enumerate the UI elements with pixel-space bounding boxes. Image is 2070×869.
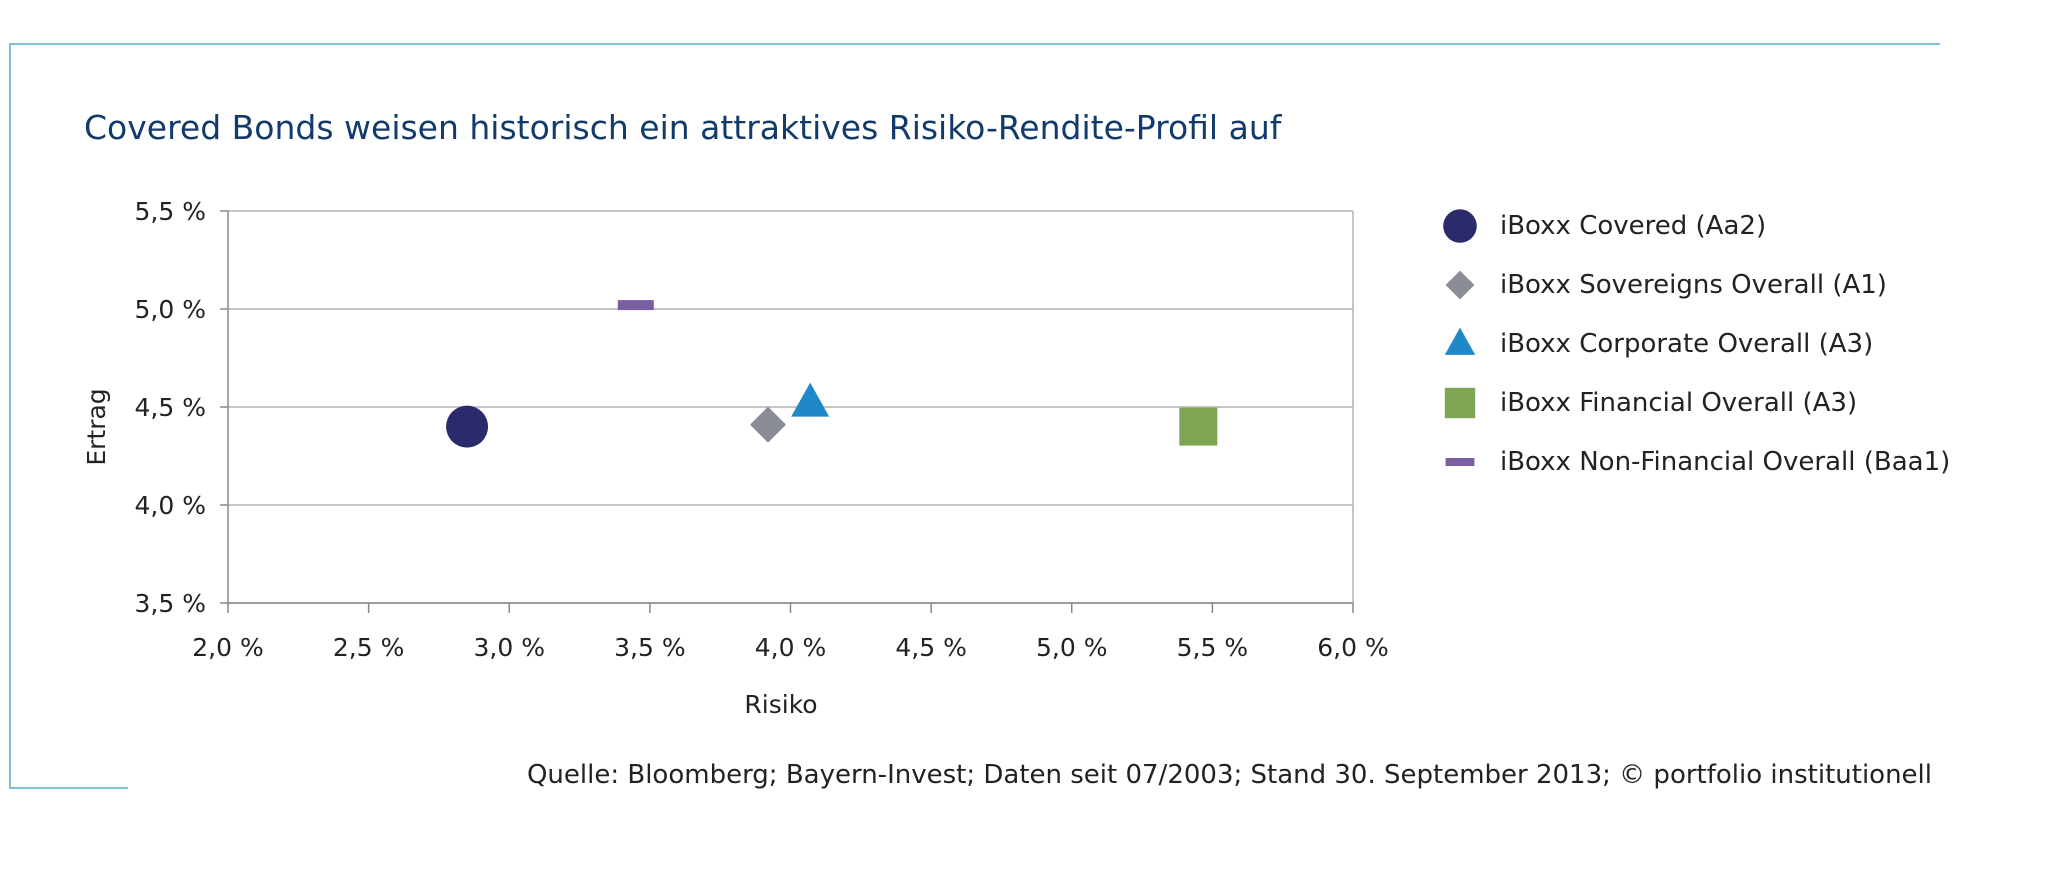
legend-item: iBoxx Covered (Aa2)	[1440, 196, 1950, 255]
x-tick-label: 5,5 %	[1177, 633, 1248, 662]
frame-top-border	[9, 43, 1940, 45]
y-tick-label: 5,0 %	[135, 295, 206, 324]
frame-bottom-border	[9, 787, 128, 789]
legend-label: iBoxx Covered (Aa2)	[1500, 210, 1767, 241]
y-axis-label: Ertrag	[82, 388, 111, 465]
legend: iBoxx Covered (Aa2) iBoxx Sovereigns Over…	[1440, 196, 1950, 491]
legend-label: iBoxx Corporate Overall (A3)	[1500, 328, 1874, 359]
y-tick-label: 5,5 %	[135, 197, 206, 226]
legend-marker-square	[1444, 387, 1476, 418]
grid-lines	[228, 210, 1353, 604]
legend-item: iBoxx Non-Financial Overall (Baa1)	[1440, 432, 1950, 491]
x-tick-label: 6,0 %	[1317, 633, 1388, 662]
legend-label: iBoxx Non-Financial Overall (Baa1)	[1500, 446, 1951, 477]
source-note: Quelle: Bloomberg; Bayern-Invest; Daten …	[526, 760, 1932, 790]
legend-swatch-diamond	[1440, 265, 1480, 305]
y-tick-label: 3,5 %	[135, 589, 206, 618]
legend-swatch-square	[1440, 383, 1480, 423]
axes	[220, 210, 1354, 613]
x-tick-labels: 2,0 % 2,5 % 3,0 % 3,5 % 4,0 % 4,5 % 5,0 % 5,5 %…	[192, 633, 1388, 662]
x-tick-label: 2,5 %	[333, 633, 404, 662]
data-point-diamond	[750, 406, 786, 443]
x-tick-label: 3,0 %	[474, 633, 545, 662]
x-tick-label: 3,5 %	[614, 633, 685, 662]
x-tick-label: 2,0 %	[192, 633, 263, 662]
legend-item: iBoxx Financial Overall (A3)	[1440, 373, 1950, 432]
legend-marker-triangle	[1444, 327, 1476, 355]
data-point-circle	[446, 405, 489, 448]
legend-item: iBoxx Corporate Overall (A3)	[1440, 314, 1950, 373]
x-axis-label: Risiko	[744, 690, 817, 719]
scatter-chart: 3,5 % 4,0 % 4,5 % 5,0 % 5,5 % 2,0 % 2,5 % 3,0 …	[82, 197, 1389, 719]
x-tick-label: 4,0 %	[755, 633, 826, 662]
data-point-dash	[617, 300, 654, 311]
legend-marker-dash	[1445, 457, 1475, 466]
data-point-square	[1179, 407, 1218, 446]
chart-title: Covered Bonds weisen historisch ein attr…	[84, 108, 1282, 147]
legend-swatch-circle	[1440, 206, 1480, 246]
legend-item: iBoxx Sovereigns Overall (A1)	[1440, 255, 1950, 314]
data-point-triangle	[791, 382, 830, 417]
y-tick-label: 4,5 %	[135, 393, 206, 422]
legend-marker-circle	[1443, 208, 1477, 243]
x-tick-label: 5,0 %	[1036, 633, 1107, 662]
data-points	[446, 300, 1218, 448]
x-tick-label: 4,5 %	[895, 633, 966, 662]
legend-label: iBoxx Financial Overall (A3)	[1500, 387, 1858, 418]
y-tick-labels: 3,5 % 4,0 % 4,5 % 5,0 % 5,5 %	[135, 197, 206, 618]
legend-swatch-triangle	[1440, 324, 1480, 364]
frame-left-border	[9, 43, 11, 788]
legend-swatch-dash	[1440, 442, 1480, 482]
legend-label: iBoxx Sovereigns Overall (A1)	[1500, 269, 1887, 300]
y-tick-label: 4,0 %	[135, 491, 206, 520]
legend-marker-diamond	[1445, 270, 1475, 299]
